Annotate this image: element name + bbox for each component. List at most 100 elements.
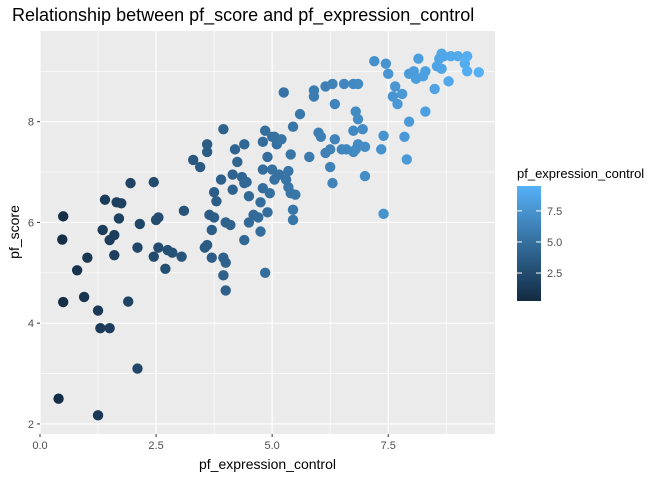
data-point [153, 212, 164, 223]
chart-title: Relationship between pf_score and pf_exp… [12, 5, 474, 26]
data-point [178, 205, 190, 217]
data-point [78, 291, 90, 303]
data-point [359, 141, 371, 153]
data-point [420, 66, 431, 77]
data-point [461, 50, 473, 62]
data-point [308, 85, 320, 96]
data-point [383, 68, 394, 80]
data-point [97, 224, 108, 236]
data-point [225, 219, 236, 231]
data-point [287, 204, 299, 216]
data-point [201, 146, 213, 158]
y-tick-label: 4 [28, 318, 34, 330]
y-tick-label: 8 [28, 117, 34, 129]
data-point [350, 144, 361, 155]
data-point [194, 161, 206, 173]
data-point [57, 234, 68, 245]
y-axis-ticks: 2 4 6 8 [28, 117, 40, 431]
data-point [132, 363, 143, 374]
data-point [160, 263, 171, 274]
data-point [452, 50, 464, 62]
data-points [53, 48, 484, 421]
data-point [401, 154, 412, 165]
data-point [387, 91, 399, 102]
data-point [153, 242, 164, 253]
data-point [58, 296, 69, 308]
legend: pf_expression_control 2.5 5.0 7.5 [517, 166, 644, 301]
data-point [352, 113, 364, 125]
data-point [357, 124, 368, 135]
data-point [257, 136, 269, 148]
data-point [92, 305, 104, 316]
data-point [276, 134, 287, 145]
data-point [206, 252, 217, 263]
data-point [380, 58, 392, 69]
x-tick-label: 0.0 [32, 440, 47, 452]
data-point [53, 393, 64, 404]
legend-title: pf_expression_control [517, 166, 644, 181]
legend-tick-label: 2.5 [547, 268, 562, 280]
data-point [461, 66, 473, 77]
data-point [220, 285, 231, 296]
x-axis-ticks: 0.0 2.5 5.0 7.5 [32, 434, 396, 452]
data-point [82, 252, 93, 263]
data-point [359, 170, 371, 182]
x-tick-label: 2.5 [148, 440, 163, 452]
data-point [324, 144, 336, 155]
data-point [327, 177, 338, 189]
x-tick-label: 7.5 [381, 440, 396, 452]
data-point [218, 270, 229, 281]
data-point [113, 213, 125, 224]
major-gridlines [39, 31, 495, 434]
data-point [392, 98, 403, 110]
y-tick-label: 2 [28, 419, 34, 431]
data-point [148, 176, 159, 188]
data-point [58, 211, 69, 222]
data-point [278, 87, 289, 98]
data-point [218, 124, 229, 135]
data-point [211, 196, 222, 207]
data-point [324, 161, 336, 173]
data-point [315, 131, 327, 142]
legend-tick-label: 5.0 [547, 237, 562, 249]
data-point [239, 139, 250, 150]
data-point [294, 108, 306, 120]
legend-ticks: 2.5 5.0 7.5 [517, 206, 562, 280]
data-point [99, 194, 111, 205]
data-point [259, 267, 271, 278]
data-point [134, 218, 146, 230]
data-point [389, 81, 401, 92]
data-point [239, 234, 250, 246]
data-point [287, 121, 299, 132]
data-point [199, 242, 211, 253]
data-point [241, 176, 252, 188]
data-point [327, 78, 338, 90]
data-point [287, 214, 299, 226]
data-point [413, 53, 424, 64]
data-point [255, 226, 266, 237]
data-point [304, 151, 315, 163]
data-point [262, 151, 273, 163]
data-point [104, 234, 115, 246]
data-point [329, 134, 341, 145]
data-point [378, 208, 389, 220]
data-point [283, 165, 294, 177]
data-point [285, 188, 296, 199]
data-point [429, 83, 440, 95]
data-point [257, 164, 269, 175]
data-point [396, 88, 408, 100]
legend-colorbar [517, 186, 541, 301]
x-axis-title: pf_expression_control [199, 456, 336, 472]
data-point [376, 144, 387, 155]
data-point [132, 242, 143, 253]
data-point [264, 188, 276, 199]
data-point [188, 154, 199, 166]
data-point [148, 251, 159, 262]
data-point [436, 63, 447, 74]
data-point [378, 130, 389, 141]
data-point [104, 323, 115, 334]
data-point [348, 125, 359, 136]
data-point [420, 106, 431, 117]
data-point [403, 116, 415, 127]
